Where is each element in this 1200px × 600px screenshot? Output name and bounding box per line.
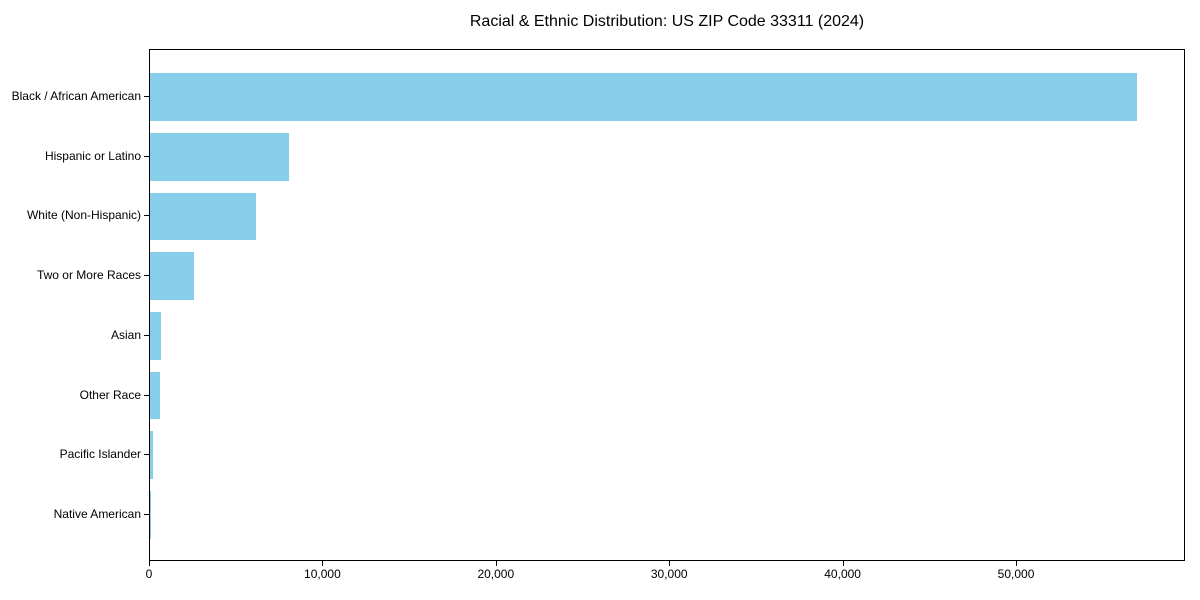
x-tick-label: 20,000 [477, 567, 515, 581]
bar [150, 371, 160, 420]
y-tick-mark [144, 215, 149, 217]
y-tick-mark [144, 96, 149, 98]
y-tick-label: Pacific Islander [59, 447, 141, 462]
y-tick-label: Black / African American [11, 89, 141, 104]
x-tick-label: 50,000 [997, 567, 1035, 581]
bar [150, 252, 195, 301]
y-tick-label: Other Race [79, 387, 141, 402]
y-tick-mark [144, 454, 149, 456]
y-tick-mark [144, 155, 149, 157]
plot-area [149, 49, 1185, 561]
x-tick-label: 10,000 [304, 567, 341, 581]
bar [150, 73, 1137, 121]
x-tick-mark [322, 561, 324, 566]
x-tick-mark [149, 561, 150, 566]
bar [150, 490, 151, 539]
x-tick-label: 0 [145, 567, 153, 581]
y-tick-mark [144, 275, 149, 277]
bar [150, 132, 289, 181]
y-tick-label: Hispanic or Latino [44, 148, 141, 163]
x-tick-label: 40,000 [824, 567, 861, 581]
bar [150, 431, 153, 480]
y-tick-label: Two or More Races [36, 268, 141, 283]
y-tick-label: Asian [110, 327, 141, 342]
y-tick-label: Native American [53, 506, 141, 521]
y-tick-mark [144, 334, 149, 336]
y-tick-label: White (Non-Hispanic) [26, 208, 141, 223]
y-tick-mark [144, 513, 149, 515]
x-tick-mark [495, 561, 497, 566]
x-tick-label: 30,000 [650, 567, 688, 581]
bar [150, 311, 162, 360]
x-tick-mark [842, 561, 844, 566]
x-tick-mark [669, 561, 671, 566]
chart-title: Racial & Ethnic Distribution: US ZIP Cod… [469, 13, 865, 30]
x-tick-mark [1016, 561, 1018, 566]
bar [150, 192, 256, 241]
y-tick-mark [144, 394, 149, 396]
